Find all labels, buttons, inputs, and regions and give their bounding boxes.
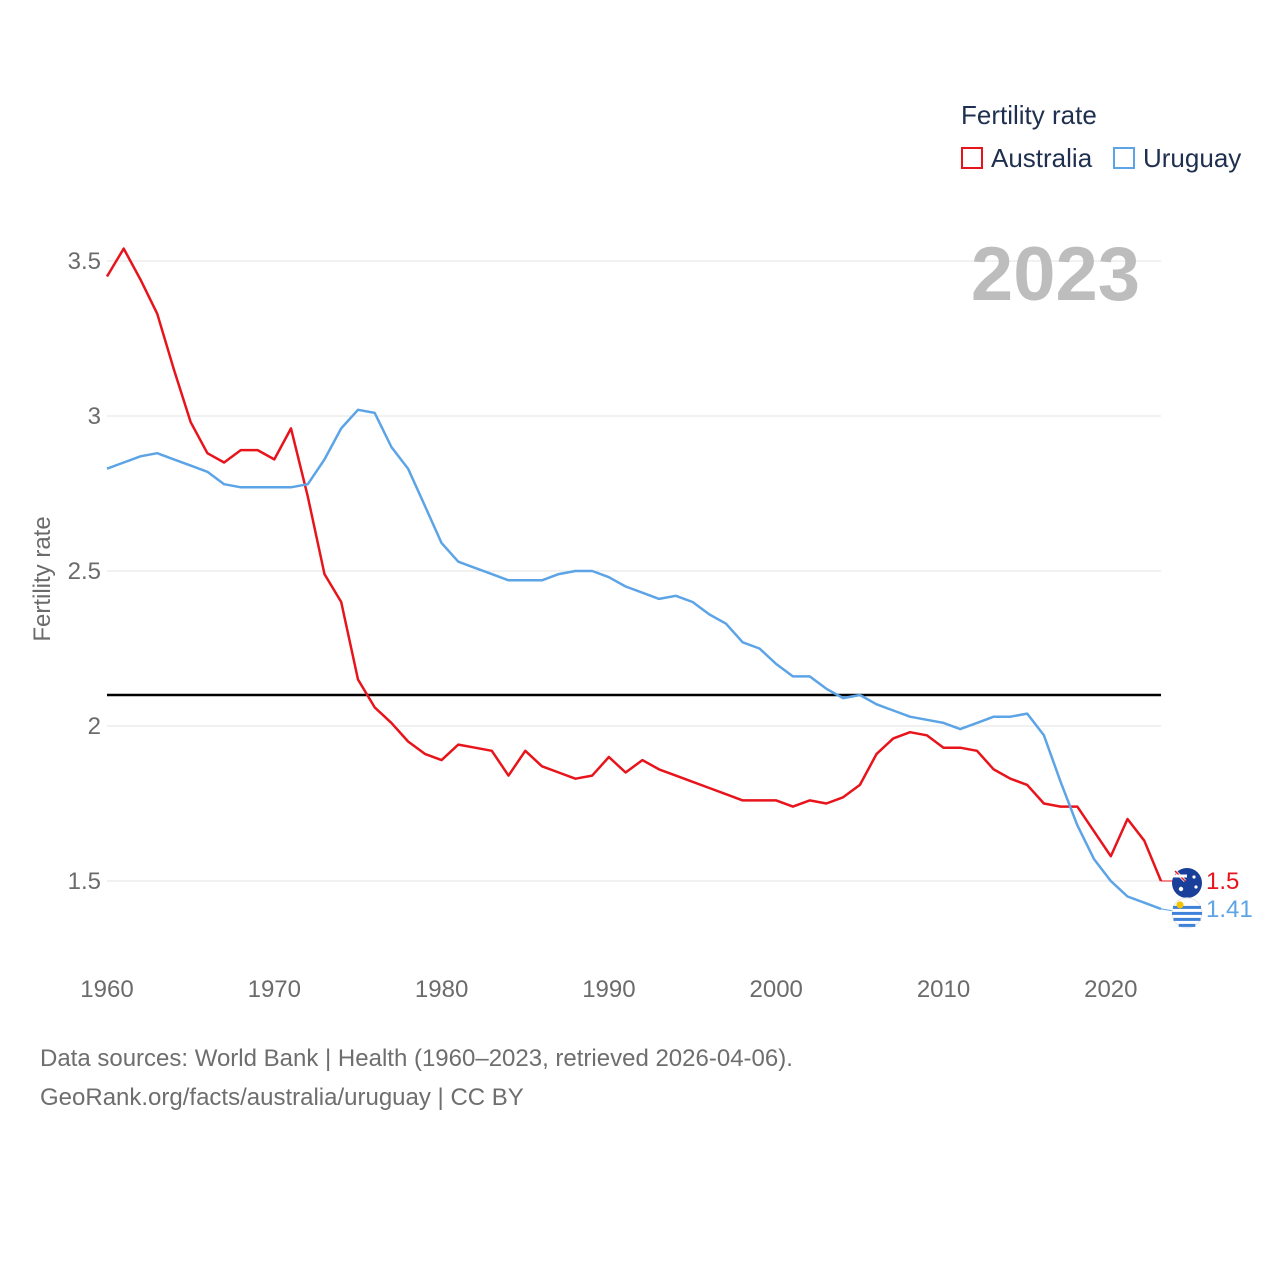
australia-flag-star (1194, 885, 1198, 889)
y-tick-label-3: 3 (88, 403, 101, 430)
legend-label-uruguay: Uruguay (1143, 142, 1242, 173)
y-tick-label-2.5: 2.5 (68, 558, 101, 585)
x-tick-label-2010: 2010 (917, 976, 970, 1003)
legend-item-australia[interactable]: Australia (961, 143, 1092, 173)
y-axis-title: Fertility rate (29, 516, 56, 641)
y-tick-label-2: 2 (88, 713, 101, 740)
x-tick-label-1990: 1990 (582, 976, 635, 1003)
uruguay-end-value-label: 1.41 (1206, 896, 1253, 923)
australia-end-value-label: 1.5 (1206, 868, 1239, 895)
y-tick-label-1.5: 1.5 (68, 868, 101, 895)
x-tick-label-1980: 1980 (415, 976, 468, 1003)
x-tick-label-2020: 2020 (1084, 976, 1137, 1003)
uruguay-flag-stripe (1173, 905, 1201, 909)
legend-label-australia: Australia (991, 142, 1093, 173)
uruguay-flag-stripe (1172, 911, 1202, 915)
footer-sources: Data sources: World Bank | Health (1960–… (40, 1045, 793, 1072)
x-tick-label-2000: 2000 (750, 976, 803, 1003)
year-label: 2023 (971, 232, 1140, 317)
legend-title: Fertility rate (961, 100, 1097, 130)
y-tick-label-3.5: 3.5 (68, 248, 101, 275)
australia-flag-star (1192, 875, 1196, 879)
uruguay-flag-sun (1176, 901, 1184, 909)
australia-flag-star (1178, 886, 1184, 892)
x-tick-label-1960: 1960 (80, 976, 133, 1003)
x-tick-label-1970: 1970 (248, 976, 301, 1003)
uruguay-marker-connector (1160, 908, 1174, 912)
legend-swatch-australia (961, 147, 983, 169)
legend-item-uruguay[interactable]: Uruguay (1113, 143, 1241, 173)
series-line-uruguay (106, 408, 1162, 911)
footer-attribution: GeoRank.org/facts/australia/uruguay | CC… (40, 1084, 524, 1111)
uruguay-flag-stripe (1178, 923, 1196, 927)
uruguay-flag-stripe (1173, 917, 1201, 921)
legend-swatch-uruguay (1113, 147, 1135, 169)
series-line-australia (105, 247, 1163, 882)
